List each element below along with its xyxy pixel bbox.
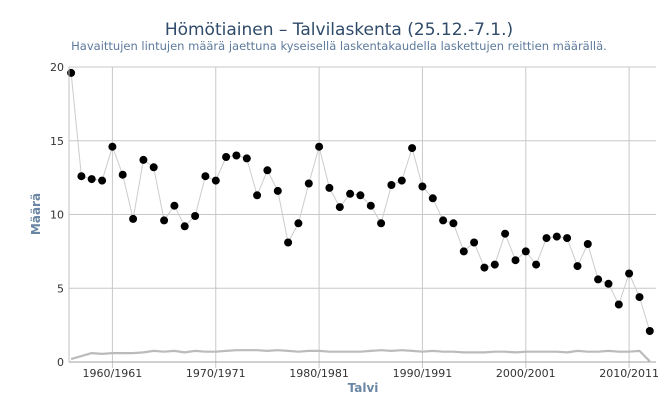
data-point [232, 151, 241, 160]
data-point [356, 191, 365, 200]
data-point [98, 176, 107, 185]
data-point [108, 142, 117, 151]
data-point [470, 238, 479, 247]
data-point [428, 194, 437, 203]
data-point [129, 214, 138, 223]
data-point [542, 234, 551, 243]
data-point [211, 176, 220, 185]
data-point [397, 176, 406, 185]
x-tick-label: 2010/2011 [599, 367, 659, 380]
series-line-routes [70, 349, 651, 363]
data-point [552, 232, 561, 241]
data-point [490, 260, 499, 269]
chart-title: Hömötiainen – Talvilaskenta (25.12.-7.1.… [165, 20, 513, 40]
series-line-main [70, 72, 651, 332]
data-point [325, 183, 334, 192]
data-point [160, 216, 169, 225]
data-point [201, 172, 210, 181]
data-point [604, 279, 613, 288]
data-point [583, 240, 592, 248]
data-point [521, 247, 530, 256]
data-point [284, 238, 293, 247]
data-point [377, 219, 386, 228]
data-point [573, 262, 582, 271]
y-tick-label: 20 [50, 61, 64, 74]
x-tick-label: 2000/2001 [496, 367, 556, 380]
data-point [335, 203, 344, 212]
data-point [191, 212, 200, 220]
data-point [67, 68, 76, 77]
y-tick-label: 15 [50, 135, 64, 148]
data-point [408, 144, 417, 153]
data-point [180, 222, 189, 231]
x-tick-label: 1960/1961 [83, 367, 143, 380]
data-point [304, 179, 313, 188]
data-point [346, 189, 355, 198]
data-point [253, 191, 262, 200]
data-point [149, 163, 158, 172]
data-point [532, 260, 541, 269]
data-point [449, 219, 458, 228]
data-point [459, 247, 468, 256]
y-tick-label: 5 [57, 282, 64, 295]
x-tick-label: 1990/1991 [393, 367, 453, 380]
data-point [625, 269, 634, 278]
data-point [242, 154, 251, 163]
axes: 0 5 10 15 20 1960/1961 1970/1971 1980/1981 1990/… [50, 61, 659, 380]
x-tick-label: 1970/1971 [186, 367, 246, 380]
x-tick-label: 1980/1981 [289, 367, 349, 380]
data-point [366, 201, 375, 210]
data-point [87, 175, 96, 184]
y-tick-label: 0 [57, 356, 64, 369]
data-point [273, 186, 282, 195]
x-axis-title: Talvi [348, 381, 379, 395]
data-point [511, 256, 520, 265]
data-point [563, 234, 572, 243]
data-point [263, 166, 272, 175]
y-axis-title: Määrä [29, 193, 43, 235]
y-tick-label: 10 [50, 209, 64, 222]
data-point [439, 216, 448, 225]
data-point [635, 293, 644, 302]
data-point [118, 170, 127, 179]
data-point [222, 153, 231, 161]
data-point [614, 300, 623, 309]
data-point [139, 155, 148, 164]
data-point [315, 142, 324, 151]
data-point [387, 181, 396, 189]
data-point [594, 275, 603, 284]
data-point [170, 201, 179, 210]
data-point [77, 172, 86, 181]
data-point [294, 219, 303, 228]
data-point [501, 229, 510, 238]
grid [69, 66, 656, 368]
chart-subtitle: Havaittujen lintujen määrä jaettuna kyse… [71, 39, 607, 53]
data-point [480, 263, 489, 272]
data-point [645, 327, 654, 335]
data-point [418, 182, 427, 191]
series-layer [67, 68, 654, 363]
